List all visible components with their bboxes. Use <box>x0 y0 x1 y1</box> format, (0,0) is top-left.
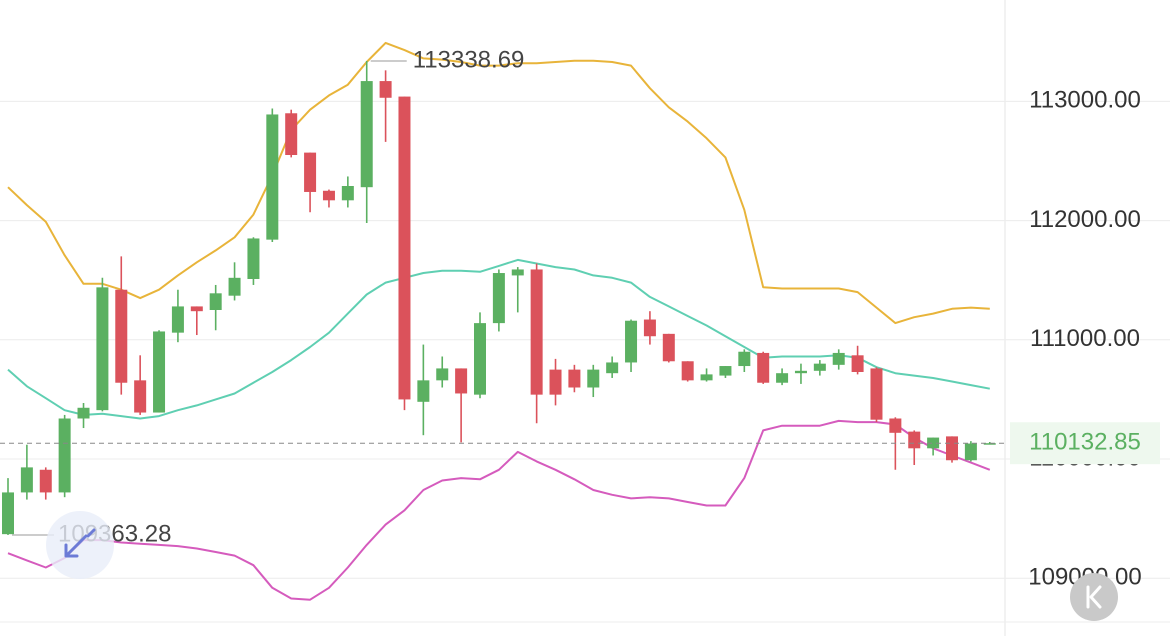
price-label-bg <box>1010 422 1160 465</box>
candle-body <box>813 363 826 371</box>
candle-body <box>719 366 732 376</box>
reset-button[interactable] <box>46 511 114 579</box>
reset-icon <box>64 528 96 558</box>
candle-body <box>643 319 656 337</box>
candle-body <box>757 352 770 383</box>
candle-body <box>983 443 996 445</box>
candle-body <box>851 355 864 372</box>
candle-body <box>474 323 486 395</box>
candles <box>2 60 996 535</box>
candle-body <box>681 361 694 381</box>
candle-body <box>417 380 430 402</box>
candle-body <box>738 351 751 367</box>
candle-body <box>511 269 524 276</box>
band-line <box>7 258 990 420</box>
candle-body <box>587 369 600 388</box>
candle-body <box>228 277 241 296</box>
candle-body <box>492 273 505 324</box>
candle-body <box>379 81 392 98</box>
candle-body <box>870 368 883 420</box>
bands <box>7 41 991 601</box>
candle-body <box>20 467 33 493</box>
candle-body <box>662 333 675 362</box>
candle-body <box>96 287 109 411</box>
candle-body <box>776 373 789 383</box>
candle-body <box>927 437 940 449</box>
max-label: 113338.69 <box>413 46 525 73</box>
candle-body <box>398 96 411 400</box>
candle-body <box>549 369 562 395</box>
candle-body <box>247 238 260 279</box>
candle-body <box>77 407 90 419</box>
y-tick-label: 112000.00 <box>1029 206 1141 233</box>
candle-body <box>832 352 845 365</box>
reset-button-bg[interactable] <box>46 511 114 579</box>
candle-body <box>360 81 373 188</box>
candle-body <box>946 436 958 461</box>
candle-body <box>304 152 317 192</box>
candle-body <box>209 293 222 310</box>
zoom-button-bg[interactable] <box>1070 573 1118 621</box>
y-tick-label: 111000.00 <box>1030 325 1140 352</box>
candle-body <box>190 306 203 312</box>
candle-body <box>625 320 638 363</box>
candle-body <box>2 492 14 535</box>
candle-body <box>606 362 619 374</box>
candle-body <box>266 114 279 240</box>
candle-body <box>115 289 128 383</box>
band-line <box>7 419 991 601</box>
zoom-icon <box>1086 585 1102 609</box>
candle-body <box>39 469 52 493</box>
candle-body <box>153 331 166 413</box>
candle-body <box>568 369 581 388</box>
band-line <box>7 41 990 325</box>
candle-body <box>889 418 902 433</box>
candle-body <box>794 370 807 374</box>
candle-body <box>341 186 354 201</box>
candle-body <box>322 190 335 201</box>
candle-body <box>436 368 449 381</box>
candle-body <box>964 443 977 461</box>
grid <box>0 100 1170 579</box>
zoom-button[interactable] <box>1070 573 1118 621</box>
candle-body <box>171 306 184 333</box>
y-tick-label: 113000.00 <box>1029 87 1141 114</box>
candle-body <box>285 113 298 155</box>
candle-body <box>908 431 921 449</box>
candle-body <box>455 368 468 394</box>
candle-body <box>530 269 543 395</box>
candle-body <box>58 418 71 493</box>
candle-body <box>134 380 147 413</box>
price-label: 110132.85 <box>1029 429 1141 456</box>
candle-body <box>700 374 713 381</box>
